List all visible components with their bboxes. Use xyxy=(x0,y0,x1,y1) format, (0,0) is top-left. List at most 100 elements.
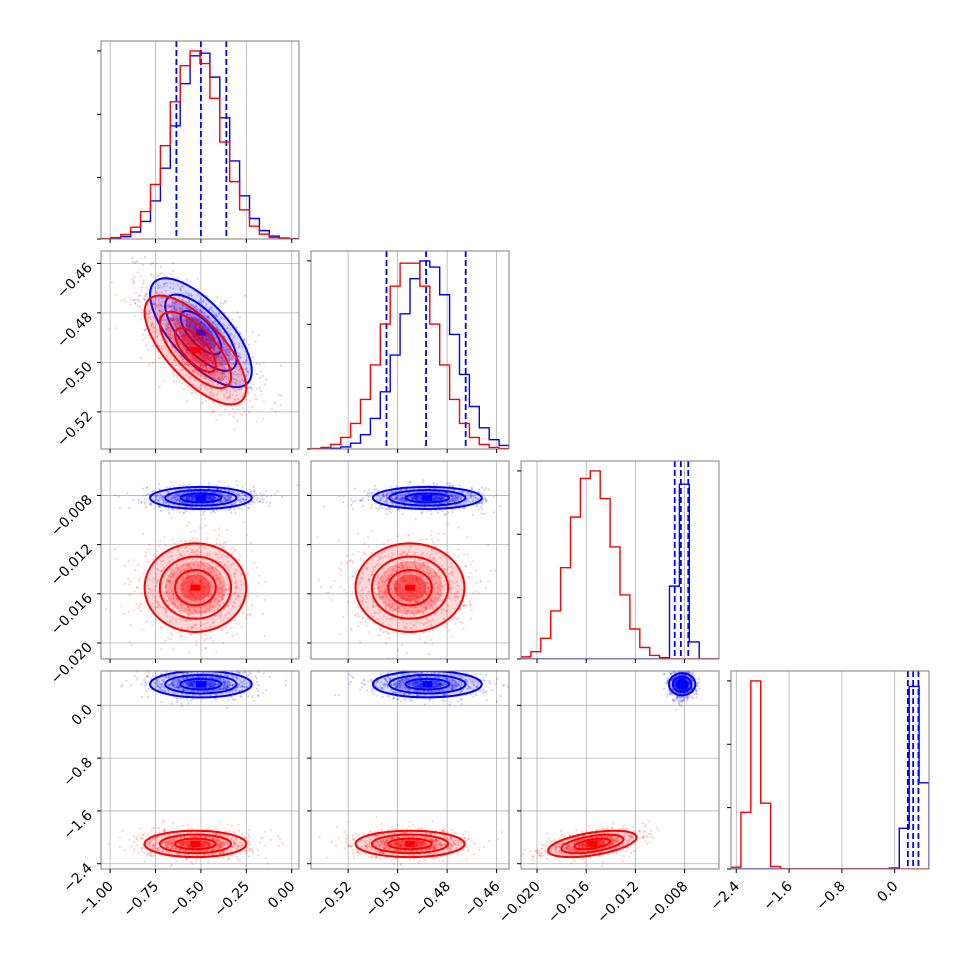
sample-point xyxy=(111,281,113,283)
sample-point xyxy=(243,521,245,523)
sample-point xyxy=(146,289,148,291)
sample-point xyxy=(181,382,183,384)
sample-point xyxy=(260,500,262,502)
sample-point xyxy=(448,485,450,487)
sample-point xyxy=(262,375,264,377)
sample-point xyxy=(139,606,141,608)
sample-point xyxy=(206,638,208,640)
sample-point xyxy=(150,502,152,504)
sample-point xyxy=(481,508,483,510)
sample-point xyxy=(261,498,263,500)
sample-point xyxy=(186,525,188,527)
sample-point xyxy=(259,363,261,365)
sample-point xyxy=(135,292,137,294)
sample-point xyxy=(463,507,465,509)
sample-point xyxy=(262,501,264,503)
sample-point xyxy=(254,394,256,396)
sample-point xyxy=(238,330,240,332)
sample-point xyxy=(251,406,253,408)
sample-point xyxy=(350,499,352,501)
sample-point xyxy=(152,558,154,560)
sample-point xyxy=(240,356,242,358)
sample-point xyxy=(166,285,168,287)
sample-point xyxy=(422,481,424,483)
sample-point xyxy=(180,540,182,542)
sample-point xyxy=(134,569,136,571)
sample-point xyxy=(148,349,150,351)
sample-point xyxy=(475,590,477,592)
sample-point xyxy=(148,544,150,546)
sample-point xyxy=(263,401,265,403)
sample-point xyxy=(133,276,135,278)
sample-point xyxy=(137,564,139,566)
sample-point xyxy=(471,488,473,490)
sample-point xyxy=(136,587,138,589)
sample-point xyxy=(161,627,163,629)
sample-point xyxy=(481,513,483,515)
sample-point xyxy=(343,495,345,497)
sample-point xyxy=(165,486,167,488)
sample-point xyxy=(256,421,258,423)
sample-point xyxy=(92,241,94,243)
sample-point xyxy=(138,580,140,582)
sample-point xyxy=(388,507,390,509)
sample-point xyxy=(249,613,251,615)
sample-point xyxy=(478,509,480,511)
sample-point xyxy=(130,299,132,301)
sample-point xyxy=(161,291,163,293)
sample-point xyxy=(470,563,472,565)
sample-point xyxy=(222,668,224,670)
sample-point xyxy=(236,633,238,635)
sample-point xyxy=(458,555,460,557)
sample-point xyxy=(256,567,258,569)
sample-point xyxy=(247,596,249,598)
sample-point xyxy=(128,507,130,509)
sample-point xyxy=(281,496,283,498)
sample-point xyxy=(431,538,433,540)
sample-point xyxy=(239,555,241,557)
sample-point xyxy=(421,512,423,514)
sample-point xyxy=(430,513,432,515)
sample-point xyxy=(264,635,266,637)
sample-point xyxy=(370,504,372,506)
sample-point xyxy=(200,302,202,304)
sample-point xyxy=(186,400,188,402)
sample-point xyxy=(138,499,140,501)
sample-point xyxy=(259,493,261,495)
sample-point xyxy=(379,506,381,508)
sample-point xyxy=(228,413,230,415)
sample-point xyxy=(254,398,256,400)
sample-point xyxy=(339,633,341,635)
sample-point xyxy=(159,488,161,490)
sample-point xyxy=(178,485,180,487)
sample-point xyxy=(233,428,235,430)
sample-point xyxy=(250,490,252,492)
sample-point xyxy=(121,605,123,607)
sample-point xyxy=(129,641,131,643)
sample-point xyxy=(445,513,447,515)
sample-point xyxy=(351,504,353,506)
sample-point xyxy=(276,490,278,492)
sample-point xyxy=(188,652,190,654)
sample-point xyxy=(235,328,237,330)
sample-point xyxy=(163,359,165,361)
sample-point xyxy=(187,385,189,387)
sample-point xyxy=(495,494,497,496)
sample-point xyxy=(370,492,372,494)
sample-point xyxy=(163,536,165,538)
sample-point xyxy=(359,641,361,643)
sample-point xyxy=(123,613,125,615)
sample-point xyxy=(253,502,255,504)
sample-point xyxy=(427,510,429,512)
sample-point xyxy=(144,256,146,258)
sample-point xyxy=(170,481,172,483)
panel-0-0 xyxy=(97,41,299,243)
sample-point xyxy=(183,388,185,390)
sample-point xyxy=(173,648,175,650)
sample-point xyxy=(204,525,206,527)
sample-point xyxy=(172,373,174,375)
sample-point xyxy=(216,484,218,486)
sample-point xyxy=(370,507,372,509)
sample-point xyxy=(170,638,172,640)
sample-point xyxy=(225,300,227,302)
